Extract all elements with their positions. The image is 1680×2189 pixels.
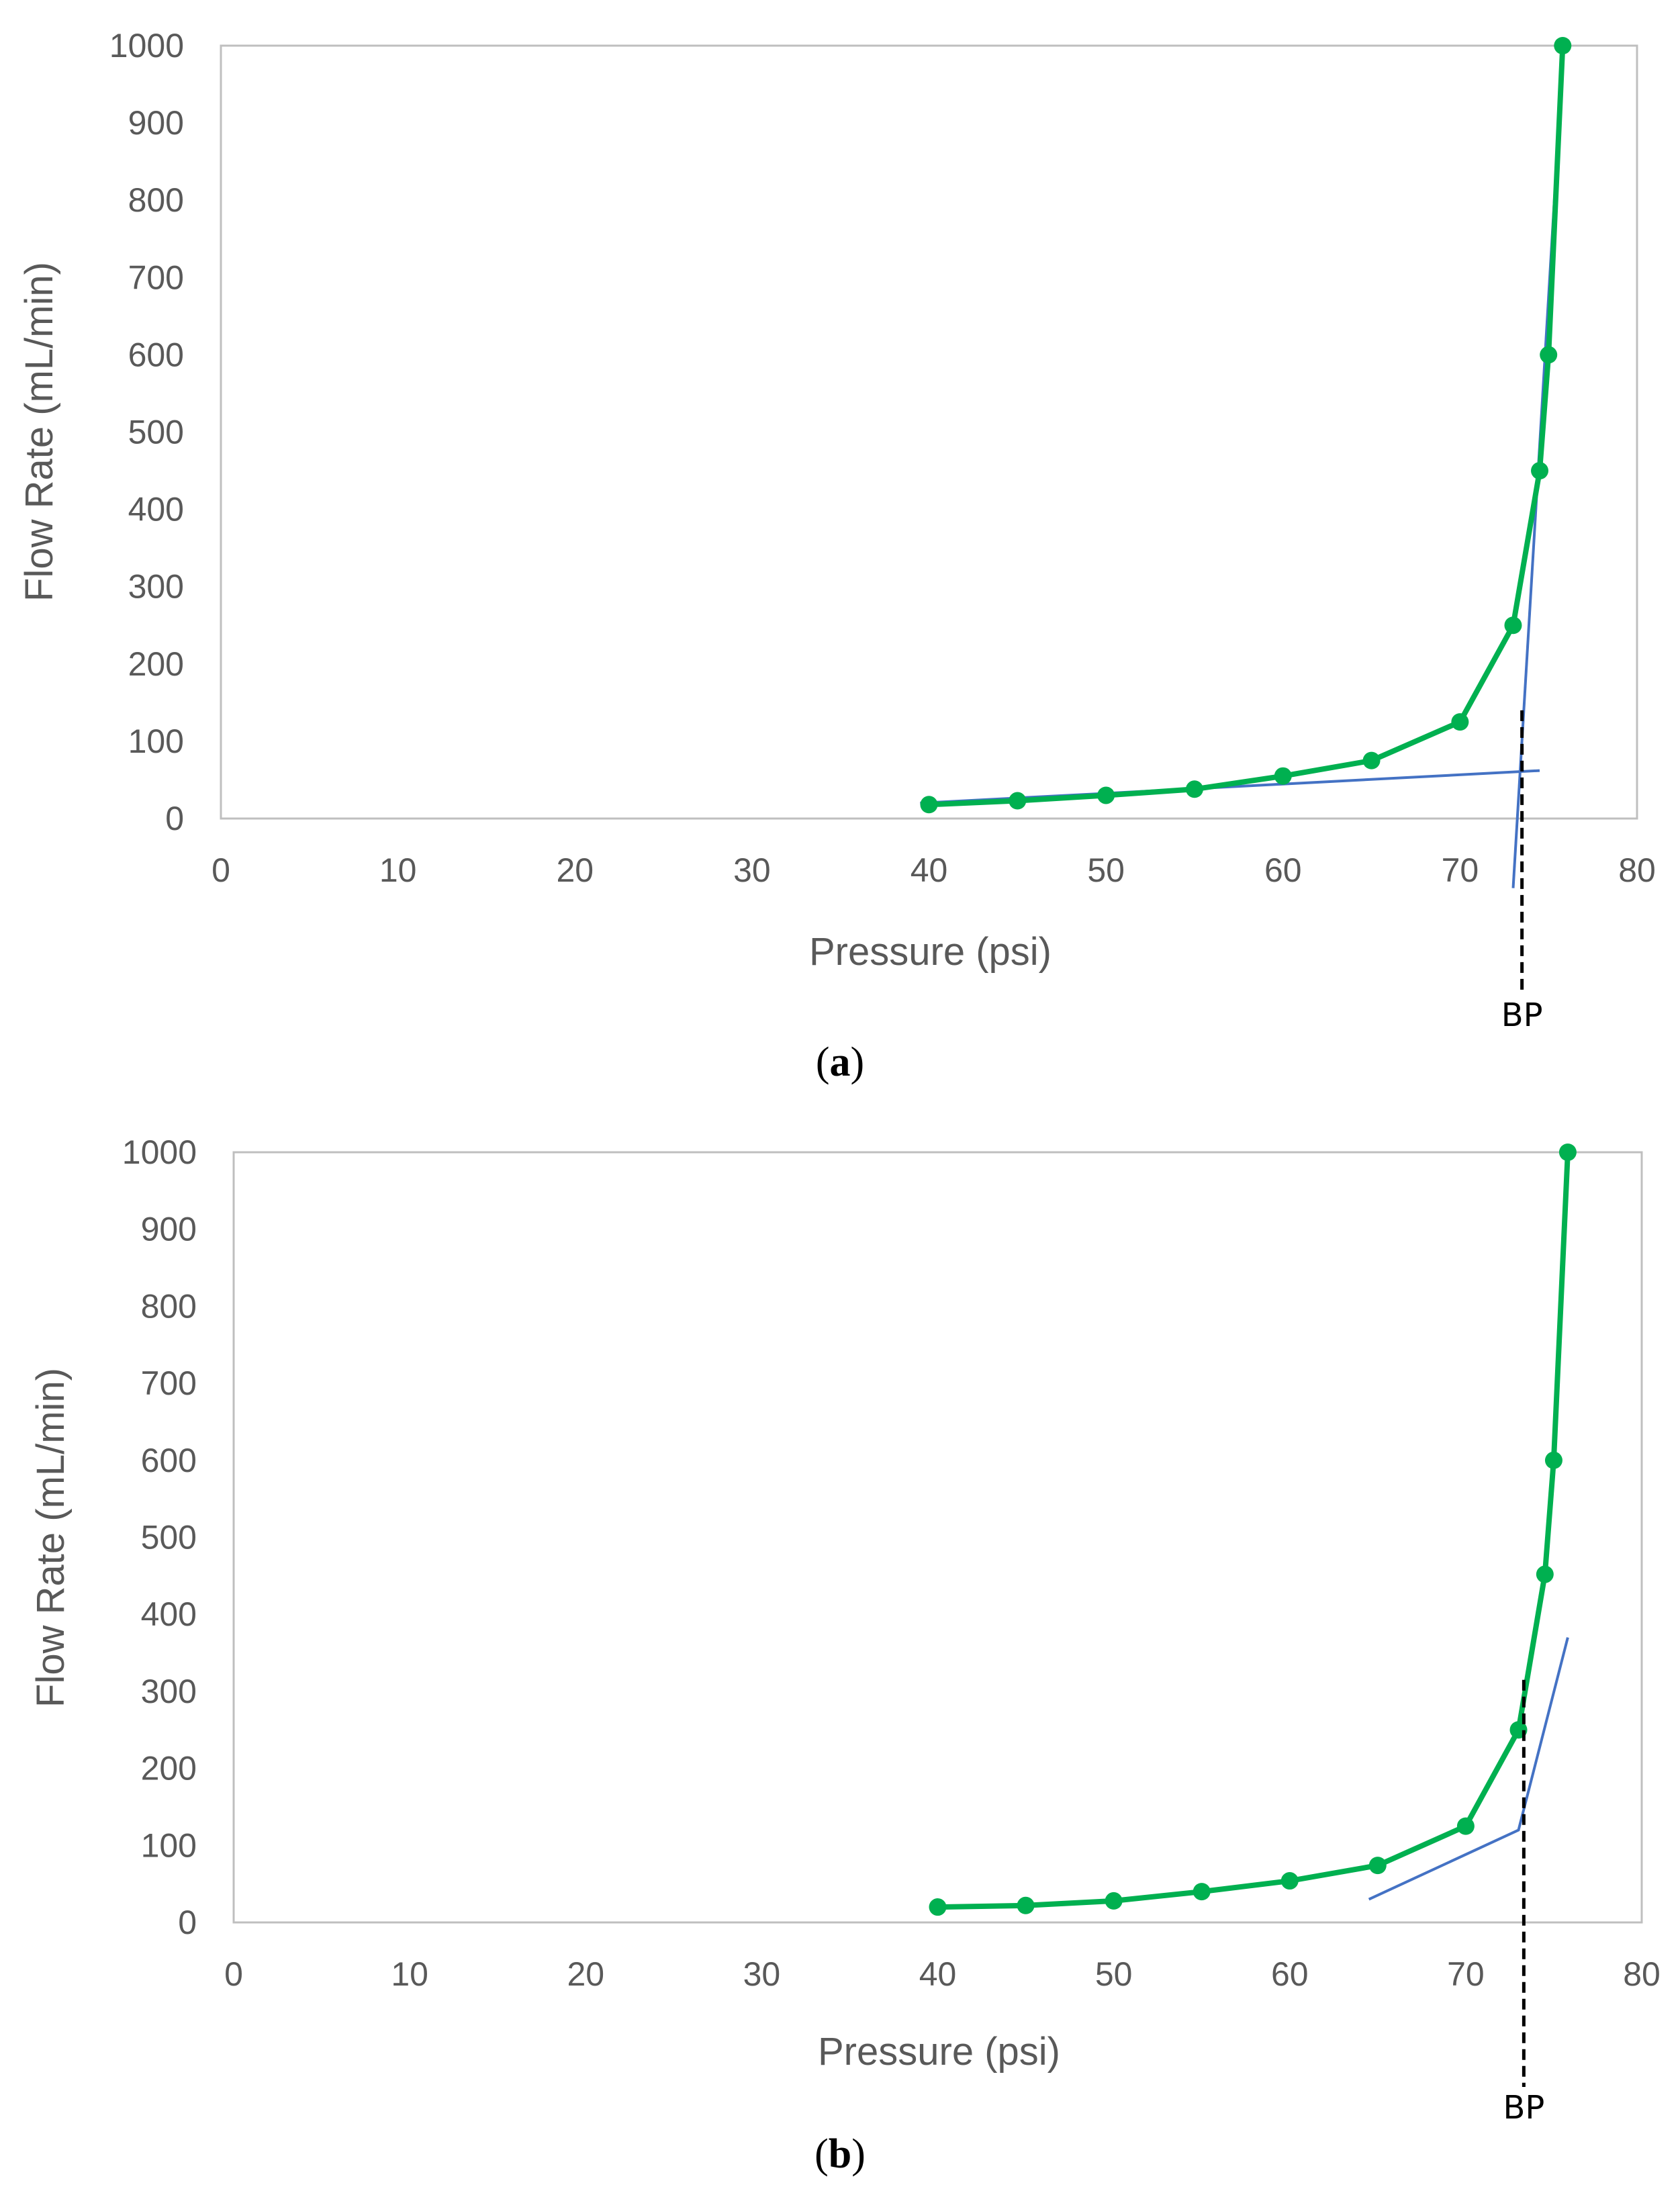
y-tick-label: 0: [178, 1904, 197, 1941]
caption-close: ): [851, 2131, 866, 2177]
data-point: [1531, 462, 1549, 480]
x-axis-title: Pressure (psi): [809, 930, 1052, 974]
chart-a: 0 10 20 30 40 50 60 70 8001002003004005006007008…: [17, 27, 1656, 1085]
series-line: [929, 45, 1566, 808]
x-tick-label: 0: [224, 1955, 243, 1993]
x-tick-label: 0: [212, 851, 230, 889]
y-tick-label: 800: [141, 1287, 197, 1325]
y-tick-label: 600: [141, 1442, 197, 1479]
x-tick-label: 50: [1095, 1955, 1133, 1993]
data-point: [1368, 1857, 1387, 1875]
caption-close: ): [851, 1039, 865, 1085]
chart-b: 0 10 20 30 40 50 60 70 8001002003004005006007008…: [29, 1133, 1661, 2177]
chart-caption: (b): [814, 2131, 866, 2177]
chart-caption: (a): [816, 1039, 864, 1085]
data-point: [1540, 346, 1558, 364]
y-tick-label: 200: [128, 645, 184, 683]
data-point: [920, 796, 938, 814]
x-tick-label: 60: [1271, 1955, 1309, 1993]
x-axis-title: Pressure (psi): [818, 2030, 1060, 2074]
data-point: [1544, 1451, 1562, 1469]
y-axis-title: Flow Rate (mL/min): [29, 1368, 73, 1708]
series-line: [937, 1152, 1571, 1910]
data-point: [1451, 713, 1469, 731]
caption-open: (: [816, 1039, 830, 1085]
data-point: [929, 1898, 947, 1916]
plot-area: [232, 1151, 1643, 1924]
caption-letter: b: [829, 2131, 851, 2177]
y-tick-label: 900: [128, 104, 184, 142]
x-tick-label: 40: [919, 1955, 957, 1993]
data-point: [1536, 1565, 1554, 1583]
y-tick-label: 100: [128, 723, 184, 760]
data-point: [1193, 1883, 1211, 1901]
data-point: [1554, 37, 1572, 54]
data-point: [1504, 616, 1522, 635]
caption-letter: a: [830, 1039, 851, 1085]
data-point: [1105, 1892, 1123, 1910]
x-tick-label: 70: [1442, 851, 1479, 889]
x-tick-label: 20: [556, 851, 594, 889]
plot-area: [220, 44, 1638, 820]
x-tick-label: 30: [743, 1955, 781, 1993]
y-tick-label: 700: [141, 1364, 197, 1402]
y-tick-label: 700: [128, 259, 184, 296]
data-point: [1185, 780, 1203, 798]
y-tick-label: 400: [128, 491, 184, 528]
x-tick-label: 80: [1618, 851, 1656, 889]
data-point: [1097, 786, 1115, 804]
x-tick-label: 10: [391, 1955, 428, 1993]
y-tick-label: 0: [165, 800, 184, 837]
y-tick-label: 200: [141, 1750, 197, 1787]
data-point: [1274, 767, 1292, 785]
data-point: [1017, 1896, 1035, 1914]
y-tick-label: 1000: [122, 1133, 197, 1171]
y-tick-label: 900: [141, 1211, 197, 1248]
y-tick-label: 800: [128, 181, 184, 219]
x-tick-label: 20: [567, 1955, 604, 1993]
y-tick-label: 600: [128, 336, 184, 373]
x-tick-label: 30: [733, 851, 771, 889]
data-point: [1009, 792, 1027, 810]
x-tick-label: 50: [1087, 851, 1125, 889]
y-tick-label: 400: [141, 1595, 197, 1633]
y-tick-label: 500: [128, 414, 184, 451]
data-point: [1280, 1872, 1299, 1890]
data-point: [1558, 1144, 1577, 1161]
y-tick-label: 100: [141, 1826, 197, 1864]
x-tick-label: 40: [911, 851, 948, 889]
data-point: [1456, 1817, 1475, 1835]
x-tick-label: 10: [379, 851, 417, 889]
bp-label: BP: [1503, 2089, 1544, 2127]
trend-line: [1368, 1637, 1569, 1901]
y-tick-label: 300: [128, 568, 184, 606]
bp-label: BP: [1501, 996, 1543, 1034]
y-tick-label: 300: [141, 1673, 197, 1710]
y-tick-label: 1000: [109, 27, 184, 64]
caption-open: (: [814, 2131, 829, 2177]
x-tick-label: 60: [1264, 851, 1302, 889]
data-point: [1362, 751, 1381, 770]
x-tick-label: 80: [1623, 1955, 1661, 1993]
x-tick-label: 70: [1447, 1955, 1485, 1993]
y-tick-label: 500: [141, 1519, 197, 1556]
y-axis-title: Flow Rate (mL/min): [17, 262, 61, 602]
